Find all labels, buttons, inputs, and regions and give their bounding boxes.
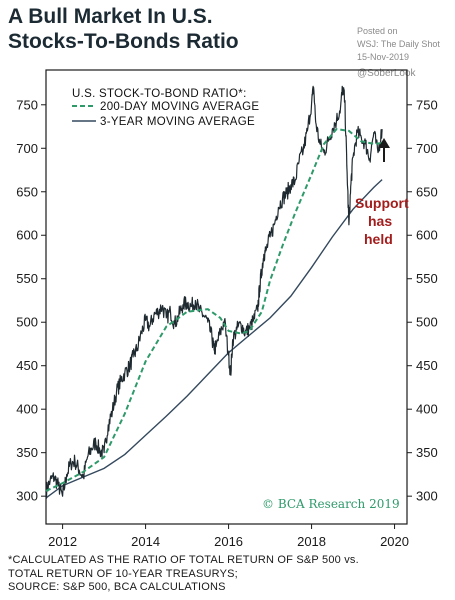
legend-label-ma3y: 3-YEAR MOVING AVERAGE [100, 116, 255, 128]
posted-line3: 15-Nov-2019 [357, 52, 410, 62]
y-tick-label-right: 350 [416, 445, 438, 460]
posted-line1: Posted on [357, 26, 398, 36]
y-tick-label-right: 300 [416, 489, 438, 504]
y-tick-label-right: 400 [416, 402, 438, 417]
y-tick-label-left: 600 [16, 228, 38, 243]
series-layer [45, 85, 383, 499]
y-tick-label-left: 500 [16, 315, 38, 330]
y-tick-label-left: 750 [16, 97, 38, 112]
support-label-line2: has [368, 213, 392, 229]
y-tick-label-left: 400 [16, 402, 38, 417]
x-tick-label: 2018 [297, 534, 326, 549]
y-tick-label-right: 450 [416, 358, 438, 373]
support-annotation: Support has held [355, 138, 409, 247]
chart-title: A Bull Market In U.S. Stocks-To-Bonds Ra… [8, 4, 328, 54]
x-tick-label: 2020 [380, 534, 409, 549]
y-tick-label-right: 550 [416, 271, 438, 286]
legend: U.S. STOCK-TO-BOND RATIO*: 200-DAY MOVIN… [72, 88, 259, 128]
legend-label-ma200: 200-DAY MOVING AVERAGE [100, 101, 259, 113]
chart-plot: 300 300 350 350 400 400 450 450 500 500 550 550 600 6… [16, 69, 438, 549]
y-tick-label-left: 450 [16, 358, 38, 373]
y-tick-label-right: 500 [416, 315, 438, 330]
y-tick-label-left: 350 [16, 445, 38, 460]
support-label-line1: Support [355, 195, 409, 211]
footnote-line3: SOURCE: S&P 500, BCA CALCULATIONS [8, 581, 226, 593]
arrowhead-icon [378, 138, 390, 148]
x-tick-label: 2012 [48, 534, 77, 549]
x-tick-label: 2016 [214, 534, 243, 549]
y-tick-label-right: 600 [416, 228, 438, 243]
support-label-line3: held [364, 231, 393, 247]
chart-title-line2: Stocks-To-Bonds Ratio [8, 30, 239, 53]
source-logo: © BCA Research 2019 [262, 497, 400, 511]
plot-frame [45, 69, 408, 525]
y-tick-label-right: 650 [416, 184, 438, 199]
y-tick-label-left: 550 [16, 271, 38, 286]
author-handle: @SoberLook [357, 68, 416, 79]
x-tick-label: 2014 [131, 534, 160, 549]
posted-watermark: Posted on WSJ: The Daily Shot 15-Nov-201… [357, 25, 440, 64]
footnote-line1: *CALCULATED AS THE RATIO OF TOTAL RETURN… [8, 554, 359, 566]
legend-title: U.S. STOCK-TO-BOND RATIO*: [72, 88, 247, 100]
y-tick-label-left: 700 [16, 141, 38, 156]
posted-line2: WSJ: The Daily Shot [357, 39, 440, 49]
tick-layer: 300 300 350 350 400 400 450 450 500 500 550 550 600 6… [16, 97, 437, 549]
y-tick-label-right: 700 [416, 141, 438, 156]
series-3yr-moving-average [45, 179, 383, 499]
footnote-line2: TOTAL RETURN OF 10-YEAR TREASURYS; [8, 567, 238, 580]
series-200day-moving-average [45, 128, 383, 492]
footnote: *CALCULATED AS THE RATIO OF TOTAL RETURN… [8, 554, 448, 595]
y-tick-label-right: 750 [416, 97, 438, 112]
y-tick-label-left: 650 [16, 184, 38, 199]
series-stock-to-bond-ratio [45, 85, 383, 499]
chart-title-line1: A Bull Market In U.S. [8, 5, 213, 28]
y-tick-label-left: 300 [16, 489, 38, 504]
